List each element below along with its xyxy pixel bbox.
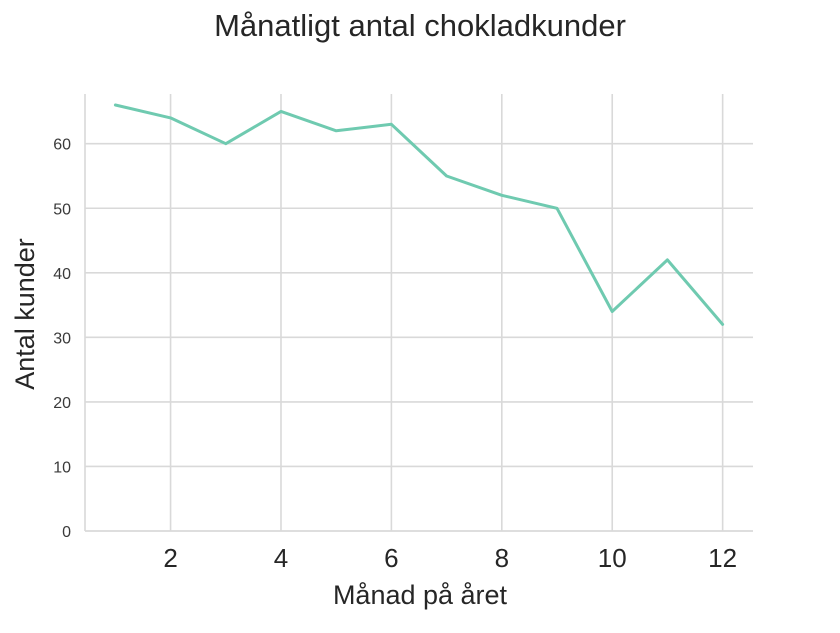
y-tick-label: 60 <box>53 137 71 154</box>
series-layer <box>113 103 725 326</box>
grid-layer <box>85 94 753 532</box>
x-tick-label: 6 <box>384 543 398 573</box>
chart-title: Månatligt antal chokladkunder <box>214 8 626 43</box>
y-tick-label: 40 <box>53 266 71 283</box>
y-axis-label: Antal kunder <box>10 238 40 390</box>
y-tick-label: 50 <box>53 201 71 218</box>
axis-layer <box>84 94 753 532</box>
y-tick-label: 10 <box>53 459 71 476</box>
series-line <box>113 103 725 326</box>
x-tick-label: 12 <box>708 543 737 573</box>
x-axis-label: Månad på året <box>333 580 508 610</box>
y-tick-label: 0 <box>62 524 71 541</box>
x-tick-label: 8 <box>495 543 509 573</box>
x-tick-label: 4 <box>274 543 288 573</box>
tick-labels: 0 10 20 30 40 50 60 2 4 6 8 10 12 <box>53 137 737 573</box>
x-tick-label: 10 <box>598 543 627 573</box>
x-tick-label: 2 <box>163 543 177 573</box>
y-tick-label: 20 <box>53 395 71 412</box>
y-tick-label: 30 <box>53 330 71 347</box>
